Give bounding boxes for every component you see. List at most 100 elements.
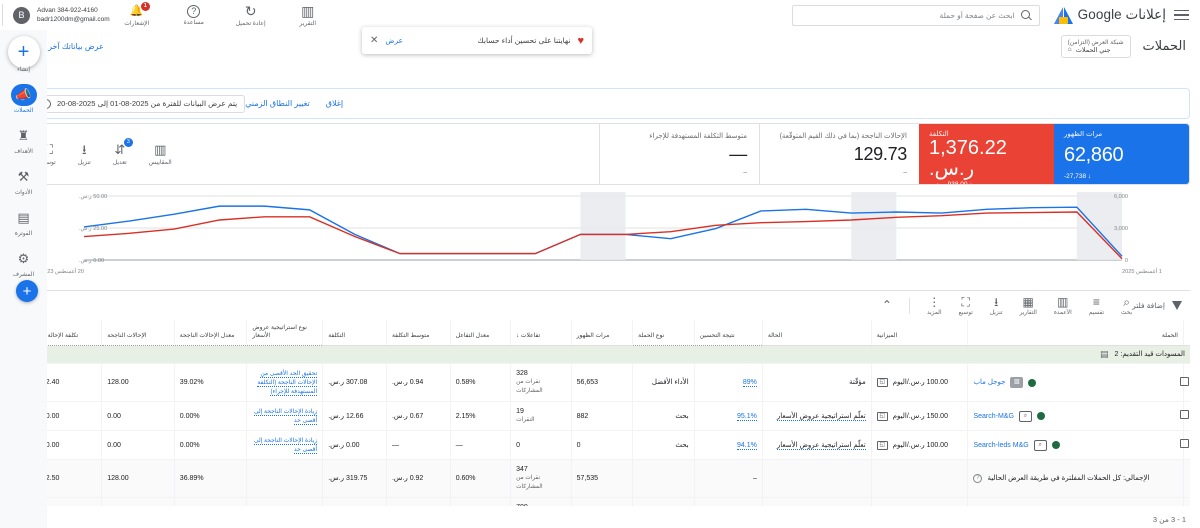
table-header-row: الحملة الميزانية الحالة نتيجة التحسين نوع ال…	[22, 320, 1190, 346]
budget-cell[interactable]: 100.00 ر.س./اليوم ◱	[870, 430, 968, 460]
change-date-range-button[interactable]: تغيير النطاق الزمني	[245, 99, 310, 108]
column-header-convrate[interactable]: معدل الإحالات الناجحة	[173, 320, 247, 346]
download-icon[interactable]: ⭳ تنزيل	[989, 295, 1003, 316]
account-selector-chip[interactable]: شبكة العرض (التزامن) جني الحملات ⌂	[1060, 34, 1131, 58]
cost-tile[interactable]: التكلفة 1,376.22 ر.س. ↓ 938.00- ر.س.	[919, 124, 1054, 184]
bid-strategy-cell[interactable]: زيادة الإحالات الناجحة إلى أقصى حد	[246, 430, 323, 460]
search-box[interactable]	[791, 4, 1040, 26]
campaign-name-cell[interactable]: ⌕ Search-leds M&G	[967, 430, 1184, 460]
row-checkbox[interactable]	[1179, 410, 1189, 419]
column-header-inter[interactable]: تفاعلات ↓	[510, 320, 572, 346]
bid-strategy-cell[interactable]: زيادة الإحالات الناجحة إلى أقصى حد	[246, 401, 323, 431]
reports-glyph: ▦	[1022, 294, 1034, 309]
opt-score-cell[interactable]: 94.1%	[693, 430, 763, 460]
download-icon[interactable]: ⭳ تنزيل	[78, 142, 91, 166]
close-notice-button[interactable]: إغلاق	[325, 99, 344, 108]
bid-strategy-value[interactable]: زيادة الإحالات الناجحة إلى أقصى حد	[253, 409, 318, 425]
campaign-link[interactable]: Search-leds M&G	[973, 441, 1029, 449]
column-header-budget[interactable]: الميزانية	[870, 320, 968, 346]
create-button[interactable]: +	[7, 36, 40, 68]
search-icon[interactable]: ⌕ بحث	[1121, 294, 1132, 316]
chip-line2: جني الحملات	[1075, 46, 1111, 54]
column-header-impr[interactable]: مرات الظهور	[570, 320, 633, 346]
filter-control[interactable]: إضافة فلتر	[1132, 301, 1182, 310]
add-campaign-fab[interactable]: +	[16, 280, 38, 302]
summary-interaction-rate-cell: 0.60%	[449, 459, 511, 498]
summary-cost-cell: 1,376.22 ر.س.	[322, 497, 387, 506]
column-header-interrate[interactable]: معدل التفاعل	[449, 320, 511, 346]
expand-icon[interactable]: ⛶ توسيع	[41, 141, 56, 166]
budget-cell[interactable]: 100.00 ر.س./اليوم ◱	[870, 363, 968, 402]
sidebar-item-tools[interactable]: ⚒ الأدوات	[11, 166, 37, 196]
segment-icon[interactable]: ≡ تقسيم	[1089, 295, 1104, 316]
column-header-cost[interactable]: التكلفة	[322, 320, 387, 346]
edit-icon[interactable]: 3 ⇵ تعديل	[113, 137, 133, 166]
avg-target-cpa-tile[interactable]: متوسط التكلفة المستهدفة للإجراء — –	[599, 124, 759, 184]
search-glyph: ⌕	[1123, 294, 1130, 309]
more-icon[interactable]: ⋮ المزيد	[927, 294, 942, 316]
campaign-link[interactable]: جوجل ماب	[973, 379, 1006, 386]
column-header-avgcost[interactable]: متوسط التكلفة	[385, 320, 451, 346]
bid-strategy-cell[interactable]: تحقيق الحد الأقصى من الإحالات الناجحة (ا…	[246, 363, 323, 402]
conversions-tile[interactable]: الإحالات الناجحة (بما في ذلك القيم المتو…	[759, 124, 919, 184]
metrics-icon[interactable]: ▥ المقاييس	[149, 142, 172, 166]
budget-cell[interactable]: 150.00 ر.س./اليوم ◱	[870, 401, 968, 431]
expand-glyph: ⛶	[43, 141, 53, 157]
toast-view-link[interactable]: عرض	[385, 36, 404, 45]
table-row[interactable]: ⌕ Search-M&G 150.00 ر.س./اليوم ◱ تعلّم استرا…	[22, 401, 1190, 431]
hamburger-icon[interactable]	[1168, 9, 1194, 21]
columns-icon[interactable]: ▥ الأعمدة	[1054, 295, 1072, 316]
funnel-icon[interactable]	[1172, 301, 1182, 310]
summary-status-cell	[761, 459, 872, 498]
campaigns-table-wrap[interactable]: الحملة الميزانية الحالة نتيجة التحسين نوع ال…	[22, 320, 1190, 506]
row-checkbox[interactable]	[1179, 439, 1189, 448]
impressions-tile[interactable]: مرات الظهور 62,860 ↓ 27,738-	[1054, 124, 1189, 184]
performance-chart[interactable]: 0.00 ر.س. 25.00 ر.س. 50.00 ر.س. 0 3,000 6,000…	[22, 188, 1190, 288]
refresh-icon[interactable]: ↻ إعادة تحميل	[232, 3, 270, 27]
help-icon[interactable]: ?	[973, 474, 983, 483]
more-glyph: ⋮	[928, 294, 941, 309]
opt-score-value[interactable]: 95.1%	[737, 412, 757, 421]
column-header-bidstrat[interactable]: نوع استراتيجية عروض الأسعار	[246, 320, 323, 346]
download-label: تنزيل	[989, 309, 1003, 316]
opt-score-cell[interactable]: 95.1%	[693, 401, 763, 431]
expand-icon[interactable]: ⛶ توسيع	[959, 295, 973, 316]
column-header-camptype[interactable]: نوع الحملة	[632, 320, 695, 346]
collapse-icon[interactable]: ⌃	[882, 299, 892, 312]
sidebar-item-billing[interactable]: ▤ الفوترة	[11, 207, 37, 237]
notifications-icon[interactable]: 1 🔔 الإشعارات	[118, 1, 156, 27]
table-group-row[interactable]: المسودات قيد التقديم: 2▤⌄	[22, 345, 1190, 364]
opt-score-cell[interactable]: 89%	[693, 363, 763, 402]
add-filter-label[interactable]: إضافة فلتر	[1132, 301, 1165, 310]
campaign-name-cell[interactable]: ▨ جوجل ماب	[967, 363, 1184, 402]
campaign-link[interactable]: Search-M&G	[973, 412, 1014, 420]
chart-shaded-band	[851, 192, 897, 260]
table-row[interactable]: ▨ جوجل ماب 100.00 ر.س./اليوم ◱ مؤقّتة 89% الأد…	[22, 363, 1190, 402]
account-info[interactable]: Advan 384-922-4160 badr1200dm@gmail.com …	[2, 4, 110, 26]
search-input[interactable]	[799, 10, 1015, 20]
column-header-conv[interactable]: الإحالات الناجحة	[101, 320, 175, 346]
column-header-optscore[interactable]: نتيجة التحسين	[693, 320, 763, 346]
help-icon[interactable]: ? مساعدة	[175, 4, 213, 26]
column-header-status[interactable]: الحالة	[761, 320, 872, 346]
reports-icon[interactable]: ▥ التقرير	[289, 3, 327, 27]
opt-score-value[interactable]: 94.1%	[737, 441, 757, 450]
sidebar-item-tools-label: الأدوات	[14, 190, 33, 196]
avatar[interactable]: B	[13, 6, 30, 24]
conv-rate-cell: 0.00%	[173, 401, 247, 431]
bid-strategy-value[interactable]: تحقيق الحد الأقصى من الإحالات الناجحة (ا…	[257, 371, 318, 396]
row-checkbox[interactable]	[1179, 376, 1189, 386]
campaign-name-cell[interactable]: ⌕ Search-M&G	[967, 401, 1184, 431]
reports-icon[interactable]: ▦ التقارير	[1019, 294, 1036, 316]
cost-label: التكلفة	[929, 131, 949, 138]
brand-label: إعلانات Google	[1077, 7, 1166, 22]
sidebar-item-admin[interactable]: ⚙ المشرف	[11, 248, 37, 278]
sidebar-item-goals[interactable]: ♜ الأهداف	[11, 125, 37, 155]
chart-axis-tick: 0.00 ر.س.	[79, 258, 104, 264]
column-header-campaign[interactable]: الحملة	[967, 320, 1184, 346]
sidebar-item-campaigns[interactable]: 📣 الحملات	[10, 84, 37, 114]
table-row[interactable]: ⌕ Search-leds M&G 100.00 ر.س./اليوم ◱ تعلّم …	[22, 430, 1190, 460]
bid-strategy-value[interactable]: زيادة الإحالات الناجحة إلى أقصى حد	[253, 438, 318, 454]
close-icon[interactable]: ✕	[370, 35, 379, 46]
opt-score-value[interactable]: 89%	[742, 379, 757, 387]
